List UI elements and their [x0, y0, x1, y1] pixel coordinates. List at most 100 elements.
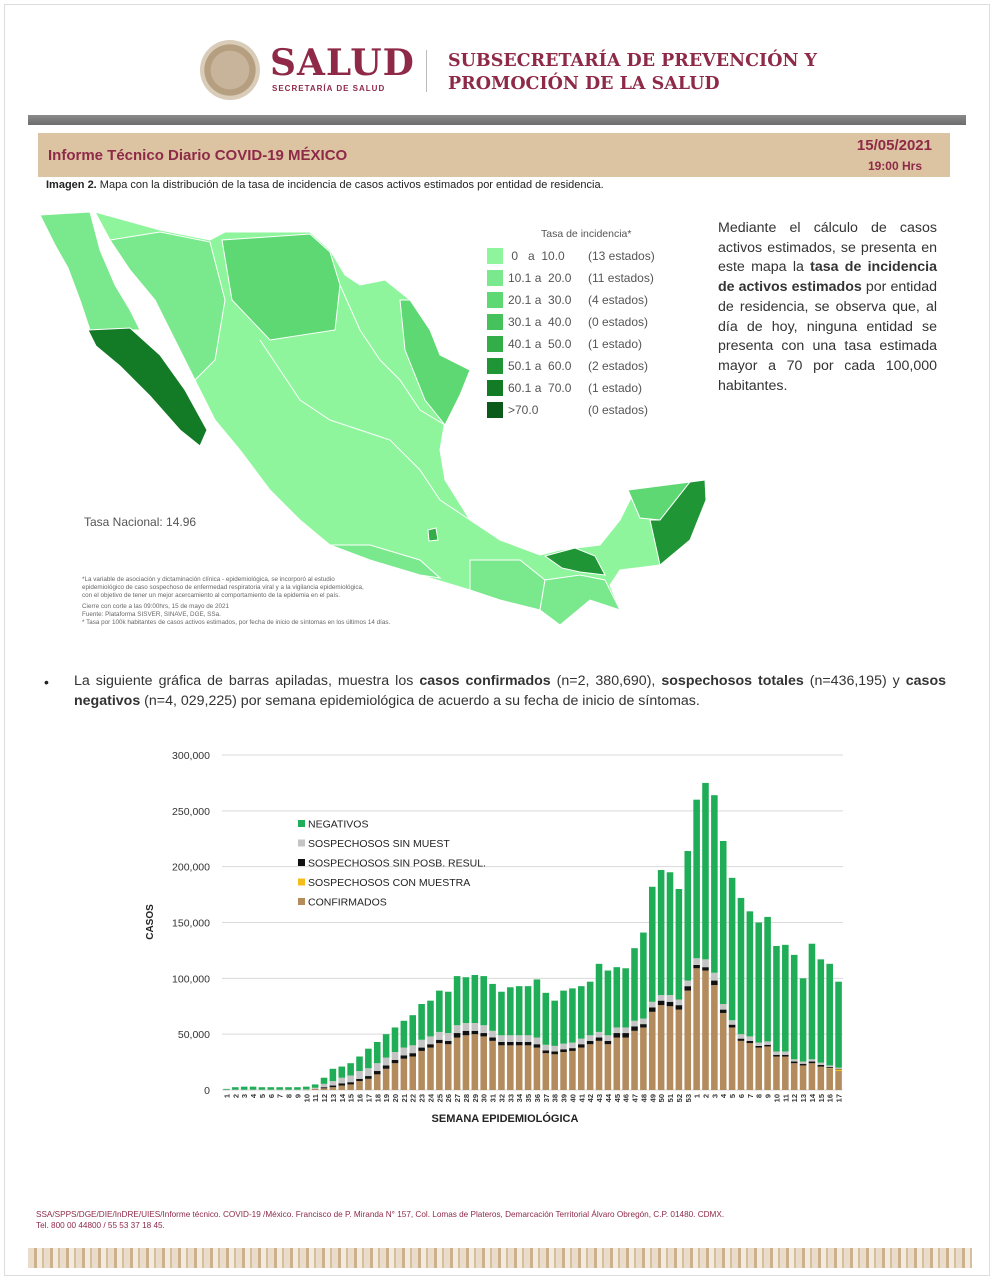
footer-address: SSA/SPPS/DGE/DIE/InDRE/UIES/Informe técn…: [36, 1210, 725, 1219]
bar-segment-sospechosos-sin-muest: [711, 972, 718, 981]
caption-text: Mapa con la distribución de la tasa de i…: [96, 179, 604, 191]
bar-segment-negativos: [480, 976, 487, 1026]
x-tick-label: 27: [453, 1094, 462, 1102]
subsecretaria-line2: PROMOCIÓN DE LA SALUD: [448, 74, 720, 94]
map-baja-california: [39, 211, 141, 331]
y-tick-label: 0: [204, 1085, 210, 1097]
bar-segment-confirmados: [391, 1063, 399, 1090]
bar-segment-sospechosos-sin-posb-resul-: [693, 964, 700, 969]
bar-segment-confirmados: [507, 1045, 514, 1090]
map-note: *La variable de asociación y dictaminaci…: [82, 576, 335, 583]
map-quintana-roo: [649, 479, 707, 566]
bar-segment-confirmados: [826, 1068, 833, 1090]
bar-segment-sospechosos-sin-muest: [373, 1063, 381, 1072]
x-tick-label: 39: [560, 1094, 569, 1102]
bar-segment-negativos: [533, 979, 541, 1038]
bar-segment-confirmados: [409, 1056, 417, 1090]
bar-segment-sospechosos-sin-posb-resul-: [666, 1001, 674, 1007]
legend-swatch: [298, 859, 305, 866]
bar-segment-confirmados: [320, 1088, 328, 1090]
bar-segment-sospechosos-sin-muest: [276, 1089, 283, 1091]
salud-brand: SALUD: [270, 42, 415, 84]
x-tick-label: 48: [639, 1094, 648, 1102]
x-tick-label: 6: [737, 1094, 746, 1098]
x-tick-label: 40: [568, 1094, 577, 1102]
x-tick-label: 17: [364, 1094, 373, 1102]
bar-segment-sospechosos-sin-muest: [737, 1034, 745, 1039]
bar-segment-confirmados: [728, 1027, 736, 1090]
bar-segment-negativos: [249, 1086, 257, 1090]
map-note: * Tasa por 100k habitantes de casos acti…: [82, 619, 391, 626]
bar-segment-sospechosos-sin-muest: [489, 1030, 496, 1038]
x-tick-label: 35: [524, 1094, 533, 1102]
legend-swatch: [487, 292, 503, 308]
legend-count: (4 estados): [588, 293, 649, 307]
bar-segment-confirmados: [755, 1047, 763, 1090]
x-tick-label: 2: [231, 1094, 240, 1098]
bar-segment-negativos: [604, 970, 612, 1036]
bar-segment-negativos: [578, 986, 585, 1039]
bar-segment-negativos: [329, 1068, 337, 1082]
bar-segment-negativos: [276, 1087, 283, 1090]
x-tick-label: 24: [426, 1093, 435, 1102]
bar-segment-negativos: [737, 897, 745, 1035]
x-tick-label: 4: [249, 1093, 258, 1098]
bar-segment-sospechosos-sin-muest: [471, 1023, 479, 1031]
bar-segment-negativos: [471, 974, 479, 1023]
legend-label: SOSPECHOSOS SIN POSB. RESUL.: [308, 858, 486, 870]
bar-segment-sospechosos-sin-muest: [622, 1027, 629, 1034]
map-note: con el objetivo de tener un mejor acerca…: [82, 592, 340, 599]
legend-swatch: [298, 839, 305, 847]
bar-segment-sospechosos-sin-muest: [569, 1042, 576, 1049]
x-tick-label: 37: [542, 1094, 551, 1102]
map-tabasco: [543, 547, 606, 576]
bar-segment-confirmados: [444, 1044, 452, 1090]
map-chiapas: [539, 574, 621, 626]
bar-segment-sospechosos-sin-posb-resul-: [578, 1044, 585, 1048]
bar-segment-sospechosos-sin-muest: [648, 1001, 656, 1008]
bar-segment-negativos: [453, 976, 461, 1026]
bar-segment-negativos: [640, 932, 647, 1019]
footer: SSA/SPPS/DGE/DIE/InDRE/UIES/Informe técn…: [36, 1209, 724, 1231]
x-tick-label: 5: [728, 1094, 737, 1098]
bar-segment-confirmados: [595, 1040, 603, 1090]
x-tick-label: 12: [790, 1094, 799, 1102]
x-tick-label: 7: [276, 1094, 285, 1098]
bar-segment-sospechosos-sin-muest: [391, 1052, 399, 1060]
bar-segment-confirmados: [737, 1040, 745, 1090]
footer-phone: Tel. 800 00 44800 / 55 53 37 18 45.: [36, 1221, 165, 1230]
bar-segment-negativos: [560, 990, 567, 1044]
legend-range: 20.1 a 30.0: [508, 293, 572, 307]
x-tick-label: 15: [817, 1094, 826, 1102]
bar-segment-sospechosos-sin-muest: [684, 980, 692, 987]
bar-segment-sospechosos-sin-muest: [604, 1035, 612, 1041]
bar-segment-negativos: [702, 782, 709, 960]
bar-segment-sospechosos-sin-posb-resul-: [373, 1071, 381, 1075]
subsecretaria-line1: SUBSECRETARÍA DE PREVENCIÓN Y: [448, 51, 818, 71]
bullet-bold: casos negativos: [74, 673, 947, 709]
description-text: Mediante el cálculo de casos activos est…: [718, 220, 937, 276]
map-center-state: [427, 527, 439, 542]
bar-segment-sospechosos-sin-muest: [356, 1071, 363, 1079]
bar-segment-confirmados: [560, 1052, 567, 1090]
legend-count: (13 estados): [588, 249, 655, 263]
bar-segment-confirmados: [808, 1063, 816, 1090]
x-tick-label: 14: [808, 1093, 817, 1102]
x-tick-label: 34: [515, 1093, 524, 1102]
bar-segment-confirmados: [480, 1036, 487, 1090]
x-tick-label: 50: [657, 1094, 666, 1102]
x-tick-label: 25: [435, 1094, 444, 1102]
bar-segment-confirmados: [347, 1084, 354, 1090]
x-tick-label: 23: [418, 1094, 427, 1102]
bar-segment-sospechosos-sin-posb-resul-: [835, 1068, 842, 1070]
description-text: por entidad de residencia, se observa qu…: [718, 279, 938, 394]
map-state-borders-2: [339, 284, 446, 426]
legend-range: 60.1 a 70.0: [508, 381, 572, 395]
x-axis-title: SEMANA EPIDEMIOLÓGICA: [432, 1112, 579, 1125]
bar-segment-sospechosos-sin-muest: [817, 1062, 825, 1065]
bar-segment-negativos: [622, 968, 629, 1028]
y-axis-title: CASOS: [145, 904, 156, 940]
bar-segment-sospechosos-sin-muest: [702, 959, 709, 968]
x-tick-label: 53: [684, 1094, 693, 1102]
bar-segment-negativos: [773, 945, 780, 1052]
